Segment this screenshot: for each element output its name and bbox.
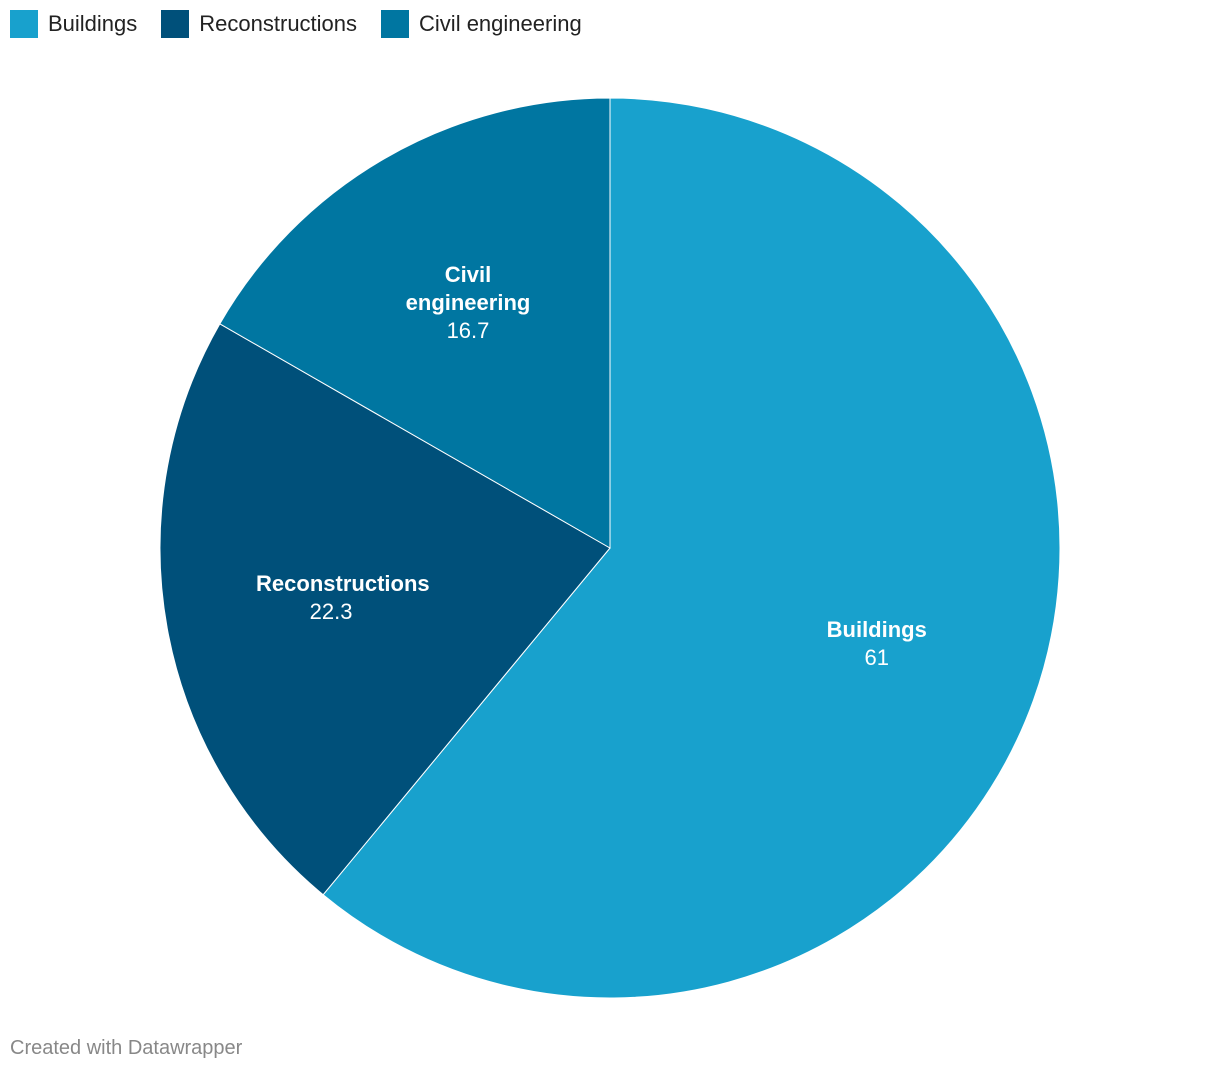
slice-value: 61 [864, 645, 889, 671]
slice-name: Buildings [826, 617, 927, 643]
credit: Created with Datawrapper [10, 1037, 243, 1059]
slice-name: Civil engineering [405, 261, 531, 315]
slice-value: 22.3 [309, 599, 353, 625]
slice-label: Civil engineering 16.7 [393, 261, 543, 345]
legend-item: Civil engineering [381, 9, 582, 39]
legend-item: Buildings [10, 9, 137, 39]
legend-swatch [381, 10, 410, 38]
slice [159, 323, 611, 896]
slice-name: Reconstructions [256, 571, 430, 597]
slice [219, 97, 611, 549]
legend: Buildings Reconstructions Civil engineerin… [10, 9, 582, 39]
legend-label: Civil engineering [419, 11, 582, 36]
legend-swatch [10, 10, 38, 38]
legend-label: Buildings [48, 11, 138, 36]
legend-item: Reconstructions [161, 9, 357, 39]
legend-label: Reconstructions [199, 11, 358, 36]
legend-swatch [161, 10, 190, 38]
slice-label: Buildings 61 [827, 616, 927, 672]
slice [322, 97, 1061, 999]
slice-label: Reconstructions 22.3 [256, 570, 430, 626]
slice-value: 16.7 [446, 317, 490, 343]
